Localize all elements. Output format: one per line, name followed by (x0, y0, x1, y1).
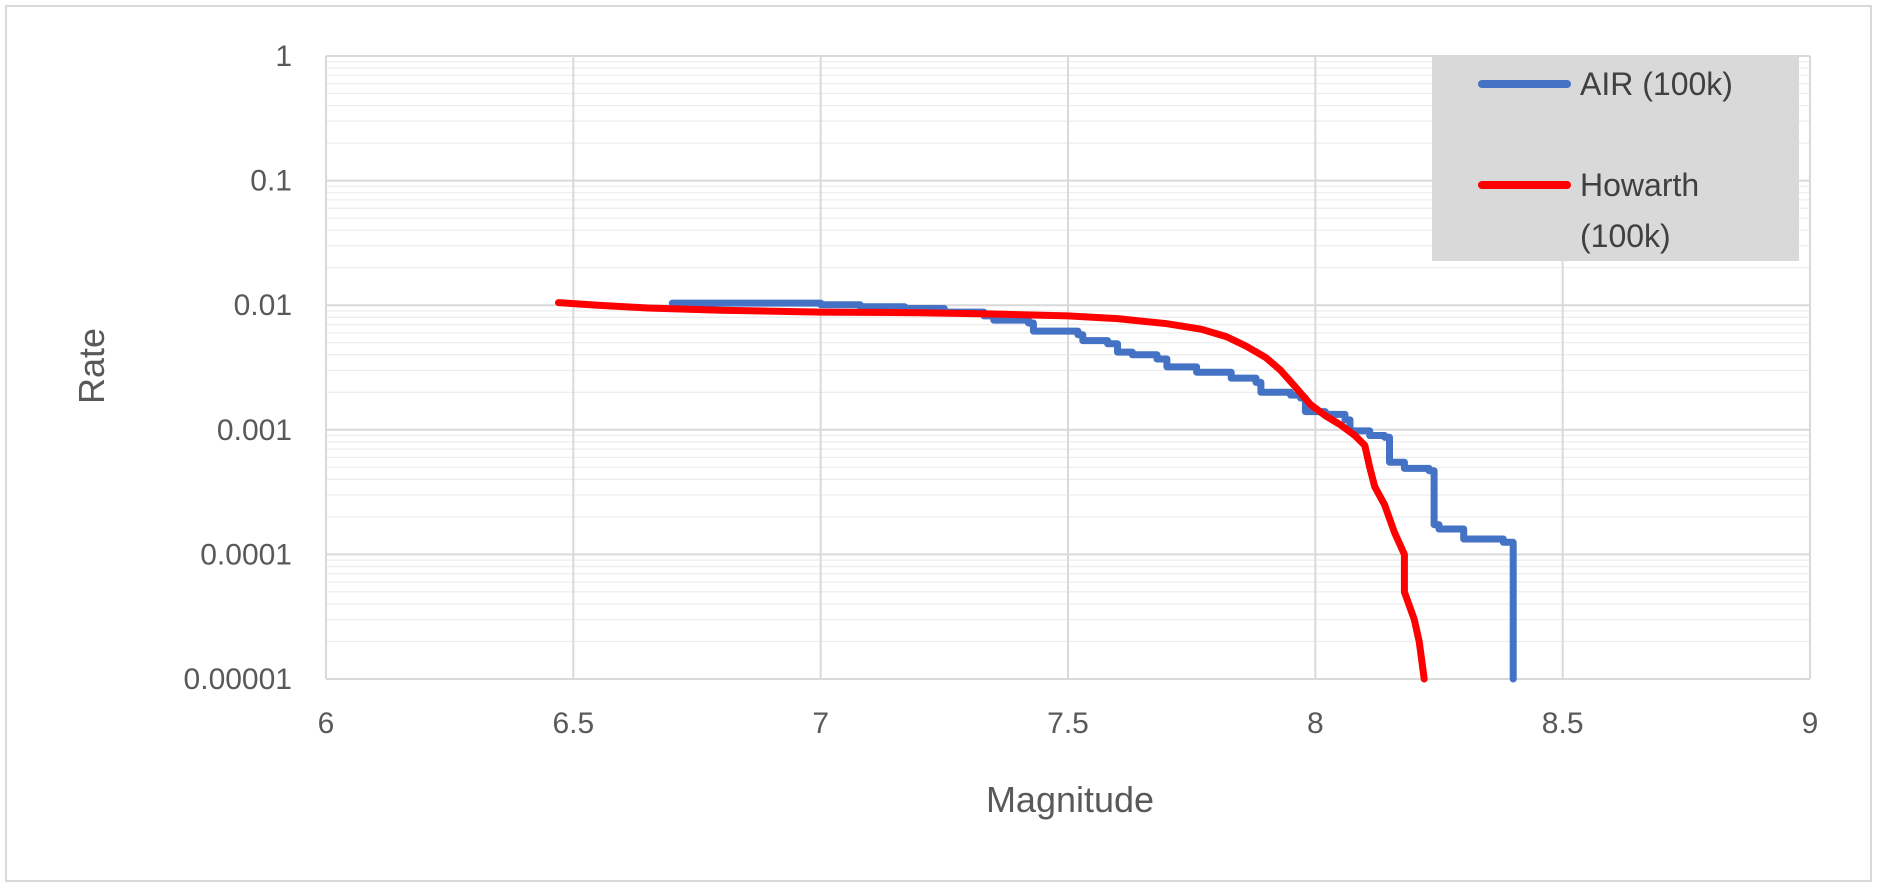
x-tick-label: 9 (1802, 707, 1819, 740)
x-tick-label: 7 (812, 707, 829, 740)
y-tick-label: 0.1 (250, 165, 292, 198)
y-tick-label: 1 (275, 40, 292, 73)
x-tick-label: 8 (1307, 707, 1324, 740)
y-tick-labels: 0.00001 0.0001 0.001 0.01 0.1 1 (184, 40, 292, 696)
legend-label: (100k) (1580, 218, 1671, 254)
x-tick-label: 6.5 (552, 707, 594, 740)
series-line-howarth (555, 299, 1428, 683)
series-layer (555, 299, 1517, 683)
y-axis-title: Rate (71, 328, 112, 404)
y-tick-label: 0.00001 (184, 663, 292, 696)
x-axis-title: Magnitude (986, 779, 1154, 820)
legend: AIR (100k) Howarth (100k) (1432, 57, 1799, 261)
legend-box (1432, 57, 1799, 261)
x-tick-labels: 6 6.5 7 7.5 8 8.5 9 (318, 707, 1819, 740)
legend-label: Howarth (1580, 167, 1699, 203)
x-tick-label: 8.5 (1542, 707, 1584, 740)
legend-label: AIR (100k) (1580, 66, 1733, 102)
x-tick-label: 7.5 (1047, 707, 1089, 740)
y-tick-label: 0.001 (217, 414, 292, 447)
y-tick-label: 0.01 (234, 289, 292, 322)
y-tick-label: 0.0001 (200, 538, 292, 571)
x-tick-label: 6 (318, 707, 335, 740)
series-line-air (668, 299, 1517, 683)
